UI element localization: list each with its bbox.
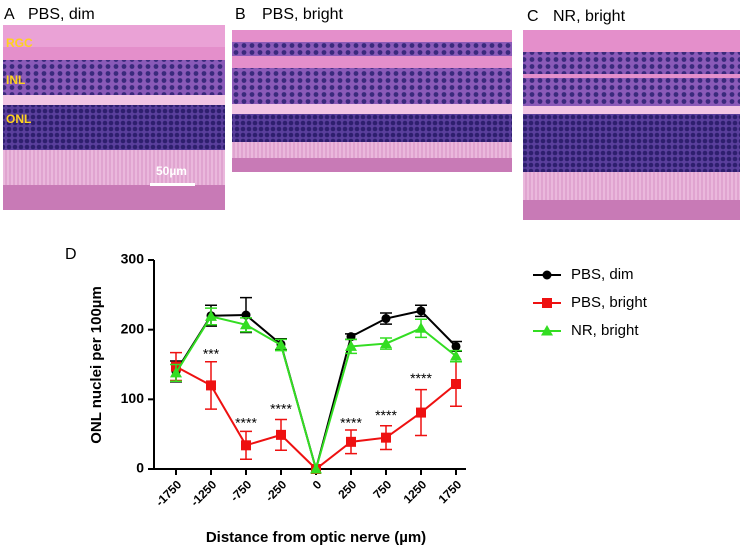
x-tick-label: 1750 bbox=[436, 477, 465, 506]
legend-label: PBS, dim bbox=[571, 266, 634, 283]
x-tick-label: 750 bbox=[370, 477, 394, 501]
point bbox=[416, 306, 426, 316]
point bbox=[240, 318, 252, 330]
x-tick-label: -250 bbox=[262, 477, 289, 504]
y-tick-label: 300 bbox=[121, 251, 145, 267]
x-tick-label: -1250 bbox=[188, 477, 220, 509]
point bbox=[241, 440, 251, 451]
layer-label: INL bbox=[6, 73, 25, 87]
panel-label: A bbox=[4, 6, 15, 23]
point bbox=[450, 350, 462, 361]
significance-label: **** bbox=[410, 370, 432, 386]
point bbox=[276, 429, 286, 440]
histology-a bbox=[3, 25, 225, 210]
x-tick-label: -750 bbox=[227, 477, 254, 504]
series-line bbox=[175, 315, 457, 473]
x-tick-label: -1750 bbox=[153, 477, 185, 509]
legend-label: PBS, bright bbox=[571, 294, 648, 311]
point bbox=[541, 325, 553, 336]
panel-title: PBS, dim bbox=[28, 6, 95, 23]
significance-label: *** bbox=[203, 345, 220, 361]
point bbox=[381, 432, 391, 443]
point bbox=[346, 436, 356, 447]
significance-label: **** bbox=[375, 407, 397, 423]
significance-label: **** bbox=[235, 414, 257, 430]
point bbox=[416, 407, 426, 418]
histology-b bbox=[232, 30, 512, 172]
point bbox=[275, 338, 287, 350]
point bbox=[451, 341, 461, 351]
x-tick-label: 0 bbox=[310, 477, 325, 492]
significance-label: **** bbox=[270, 400, 292, 416]
x-tick-label: 250 bbox=[335, 477, 359, 501]
layer-label: RGC bbox=[6, 36, 33, 50]
point bbox=[381, 314, 391, 324]
point bbox=[205, 310, 217, 321]
y-tick-label: 200 bbox=[121, 320, 145, 336]
point bbox=[451, 379, 461, 390]
point bbox=[380, 337, 392, 349]
series-line bbox=[175, 309, 457, 473]
legend-label: NR, bright bbox=[571, 322, 639, 339]
x-axis-label: Distance from optic nerve (µm) bbox=[206, 529, 426, 546]
panel-label: B bbox=[235, 6, 246, 23]
y-axis-label: ONL nuclei per 100µm bbox=[88, 286, 105, 444]
point bbox=[542, 298, 552, 308]
y-tick-label: 0 bbox=[136, 460, 144, 476]
series bbox=[170, 351, 462, 474]
panel-title: NR, bright bbox=[553, 8, 626, 25]
point bbox=[170, 366, 182, 378]
scale-label: 50µm bbox=[156, 164, 187, 178]
x-tick-label: 1250 bbox=[401, 477, 430, 506]
series bbox=[170, 307, 462, 474]
point bbox=[345, 340, 357, 351]
layer-label: ONL bbox=[6, 112, 31, 126]
significance-label: **** bbox=[340, 414, 362, 430]
histology-c bbox=[523, 30, 740, 220]
point bbox=[206, 380, 216, 391]
panel-title: PBS, bright bbox=[262, 6, 343, 23]
point bbox=[542, 270, 552, 280]
point bbox=[310, 463, 322, 474]
panel-label: C bbox=[527, 8, 539, 25]
panel-label: D bbox=[65, 246, 77, 263]
point bbox=[415, 322, 427, 333]
y-tick-label: 100 bbox=[121, 390, 145, 406]
